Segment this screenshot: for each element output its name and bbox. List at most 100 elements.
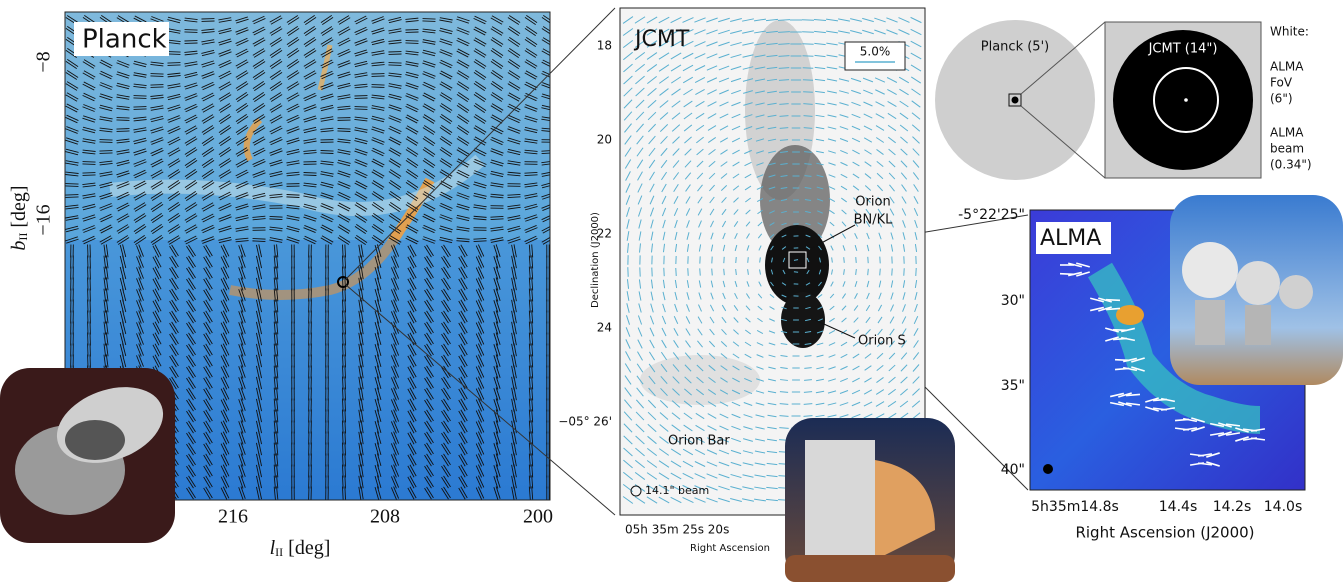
polarization-vector <box>240 244 246 257</box>
polarization-vector <box>524 184 538 188</box>
polarization-vector <box>659 88 669 96</box>
polarization-vector <box>337 193 350 201</box>
polarization-vector <box>405 116 418 124</box>
polarization-vector <box>440 202 453 209</box>
polarization-vector <box>393 464 400 477</box>
polarization-vector <box>473 127 486 135</box>
polarization-vector <box>358 420 362 434</box>
polarization-vector <box>815 126 825 130</box>
polarization-vector <box>779 115 789 117</box>
polarization-vector <box>83 59 96 67</box>
polarization-vector <box>236 205 249 211</box>
polarization-vector <box>424 267 432 280</box>
polarization-vector <box>888 172 896 180</box>
polarization-vector <box>902 304 906 312</box>
polarization-vector <box>874 29 886 35</box>
polarization-vector <box>528 332 531 346</box>
polarization-vector <box>755 138 765 142</box>
polarization-vector <box>720 353 728 359</box>
polarization-vector <box>269 26 282 34</box>
polarization-vector <box>133 86 147 89</box>
polarization-vector <box>134 171 147 179</box>
polarization-vector <box>390 399 397 412</box>
polarization-vector <box>238 256 244 269</box>
polarization-vector <box>426 321 434 334</box>
polarization-vector <box>66 15 79 23</box>
polarization-vector <box>201 81 214 88</box>
polarization-vector <box>184 20 198 23</box>
polarization-vector <box>439 61 452 69</box>
polarization-vector <box>169 289 177 302</box>
polarization-vector <box>862 29 874 35</box>
polarization-vector <box>171 365 179 378</box>
polarization-vector <box>105 299 109 313</box>
polarization-vector <box>320 118 334 122</box>
polarization-vector <box>838 30 850 34</box>
polarization-vector <box>205 486 213 499</box>
polarization-vector <box>238 267 244 280</box>
polarization-vector <box>355 159 368 165</box>
x-axis-label: Right Ascension (J2000) <box>1075 524 1254 542</box>
polarization-vector <box>235 70 248 78</box>
polarization-vector <box>755 390 765 394</box>
polarization-vector <box>733 221 739 227</box>
polarization-vector <box>374 354 380 368</box>
polarization-vector <box>1225 432 1241 436</box>
polarization-vector <box>490 215 504 218</box>
polarization-vector <box>103 288 107 302</box>
polarization-vector <box>393 266 400 279</box>
polarization-vector <box>424 136 436 145</box>
polarization-vector <box>426 486 434 499</box>
polarization-vector <box>492 69 504 79</box>
polarization-vector <box>850 77 862 83</box>
polarization-vector <box>742 66 754 70</box>
polarization-vector <box>354 225 366 235</box>
polarization-vector <box>270 28 283 36</box>
polarization-vector <box>186 193 198 201</box>
polarization-vector <box>852 365 860 371</box>
polarization-vector <box>150 235 162 243</box>
polarization-vector <box>116 108 130 111</box>
polarization-vector <box>627 243 629 253</box>
polarization-vector <box>732 161 740 167</box>
polarization-vector <box>105 354 109 368</box>
polarization-vector <box>342 244 344 258</box>
polarization-vector <box>422 148 434 158</box>
polarization-vector <box>473 39 486 47</box>
polarization-vector <box>804 151 812 153</box>
polarization-vector <box>372 18 385 24</box>
polarization-vector <box>660 351 668 361</box>
polarization-vector <box>338 51 351 58</box>
polarization-vector <box>393 288 400 301</box>
polarization-vector <box>682 40 694 48</box>
planck-frame <box>64 11 551 501</box>
polarization-vector <box>659 76 669 84</box>
polarization-vector <box>344 354 346 368</box>
polarization-vector <box>708 364 716 372</box>
polarization-vector <box>683 436 693 444</box>
polarization-vector <box>236 50 249 58</box>
polarization-vector <box>495 266 501 279</box>
polarization-vector <box>826 78 838 82</box>
polarization-vector <box>372 180 385 188</box>
polarization-vector <box>900 364 908 372</box>
polarization-vector <box>82 195 96 199</box>
polarization-vector <box>841 317 847 323</box>
polarization-vector <box>405 74 419 79</box>
polarization-vector <box>439 225 453 231</box>
polarization-vector <box>769 222 775 226</box>
polarization-vector <box>828 174 836 178</box>
polarization-vector <box>813 18 827 22</box>
polarization-vector <box>684 136 692 144</box>
polarization-vector <box>117 172 130 178</box>
polarization-vector <box>405 226 418 234</box>
polarization-vector <box>320 48 333 56</box>
polarization-vector <box>342 464 344 478</box>
polarization-vector <box>273 244 276 258</box>
polarization-vector <box>83 216 96 222</box>
polarization-vector <box>390 333 397 346</box>
polarization-vector <box>475 487 483 500</box>
polarization-vector <box>910 52 922 60</box>
polarization-vector <box>898 17 910 23</box>
